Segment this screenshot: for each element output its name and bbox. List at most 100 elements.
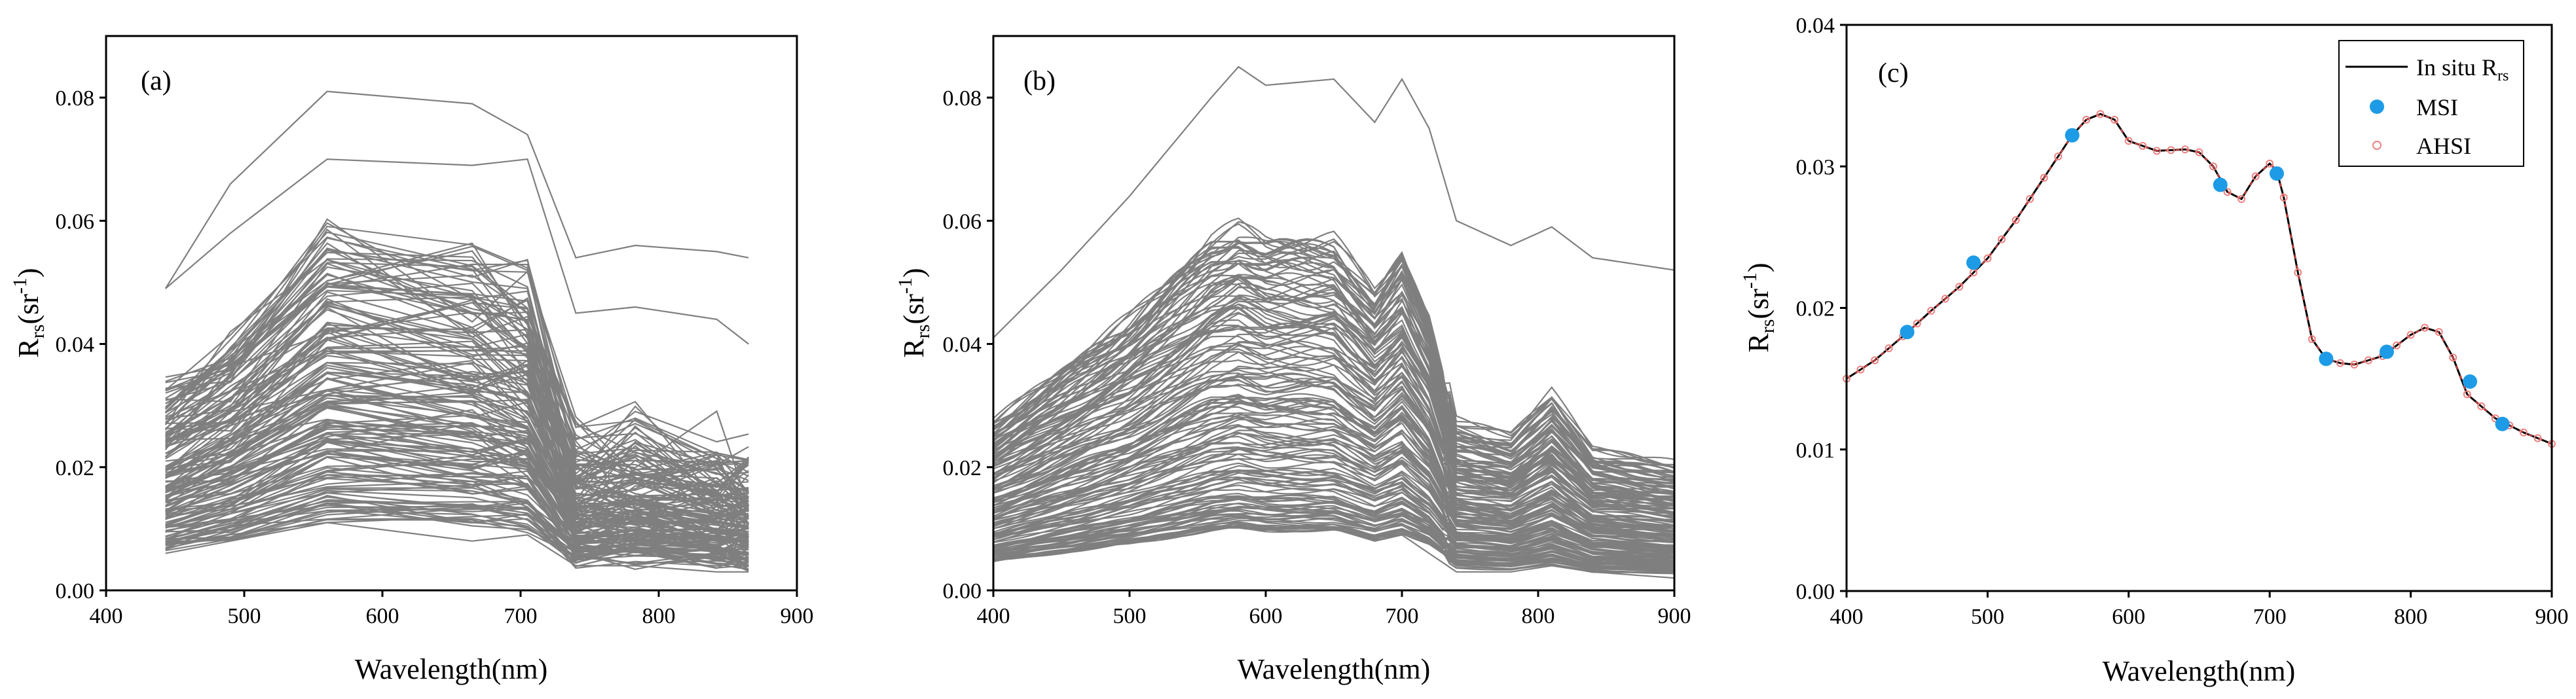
ahsi-point: [2266, 159, 2274, 168]
panel-c: 0.000.010.020.030.04 400 500 600 700 800 900 …: [1739, 14, 2569, 687]
panel-b-ylabel-sub: rs: [912, 325, 934, 339]
y-tick-label: 0.08: [56, 86, 95, 111]
spectrum-line: [993, 411, 1675, 543]
spectrum-line: [993, 482, 1675, 556]
panel-b-plot-frame: [992, 35, 1676, 592]
spectrum-line: [993, 283, 1675, 515]
spectrum-line: [993, 509, 1675, 571]
ahsi-point: [2167, 146, 2175, 154]
ahsi-point: [2096, 110, 2105, 118]
x-tick-label: 400: [1830, 605, 1864, 629]
ahsi-point: [2012, 216, 2020, 224]
ahsi-point: [2040, 173, 2048, 182]
ahsi-dashed-line: [1846, 113, 2552, 445]
panel-a-y-axis-title: Rrs(sr-1): [9, 268, 48, 357]
ahsi-point: [1955, 283, 1964, 291]
spectrum-line: [165, 322, 750, 530]
spectrum-line: [165, 375, 749, 533]
y-tick-label: 0.02: [1796, 297, 1835, 321]
spectrum-line: [993, 494, 1675, 569]
spectrum-line: [993, 518, 1674, 562]
y-tick-label: 0.06: [56, 209, 95, 234]
x-tick-label: 700: [1386, 604, 1419, 628]
panel-b-label: (b): [1023, 66, 1056, 96]
spectrum-line: [993, 298, 1675, 518]
msi-point: [2319, 351, 2334, 367]
y-tick-label: 0.00: [56, 579, 95, 603]
spectrum-line: [993, 313, 1675, 520]
panel-c-legend: In situ Rrs MSI AHSI: [2338, 40, 2524, 167]
y-tick-label: 0.02: [943, 456, 982, 480]
spectrum-line: [993, 325, 1675, 520]
spectrum-line: [993, 415, 1675, 548]
spectrum-line: [993, 414, 1675, 548]
spectrum-line: [993, 296, 1675, 473]
spectrum-line: [164, 249, 750, 493]
spectrum-line: [993, 341, 1674, 510]
msi-point: [1900, 325, 1915, 340]
spectrum-line: [164, 90, 749, 289]
spectrum-line: [993, 502, 1675, 558]
ahsi-point: [2223, 188, 2232, 196]
ahsi-point: [2124, 137, 2133, 145]
spectrum-line: [164, 263, 749, 459]
spectrum-line: [165, 450, 749, 528]
ahsi-point: [2279, 193, 2288, 202]
msi-point: [2380, 344, 2394, 359]
spectrum-line: [164, 304, 749, 509]
legend-ahsi-label: AHSI: [2416, 133, 2471, 159]
spectrum-line: [165, 433, 749, 562]
legend-in-situ-text: In situ R: [2416, 54, 2497, 81]
x-tick-label: 400: [90, 604, 123, 628]
spectrum-line: [993, 308, 1675, 492]
spectrum-line: [993, 257, 1675, 478]
x-tick-label: 500: [228, 604, 261, 628]
y-tick-label: 0.00: [1796, 580, 1835, 604]
spectrum-line: [164, 158, 749, 345]
panel-a-x-axis-title: Wavelength(nm): [355, 653, 548, 685]
spectrum-line: [165, 312, 749, 520]
x-tick-label: 800: [1522, 604, 1555, 628]
spectrum-line: [165, 433, 749, 555]
spectrum-line: [993, 217, 1675, 481]
ahsi-point: [1927, 306, 1936, 315]
x-tick-label: 400: [977, 604, 1010, 628]
y-tick-label: 0.00: [943, 579, 982, 603]
legend-msi-swatch: [2370, 99, 2384, 114]
spectrum-line: [993, 372, 1675, 522]
spectrum-line: [993, 239, 1675, 460]
panel-b-x-axis-title: Wavelength(nm): [1238, 653, 1431, 685]
spectrum-line: [165, 305, 749, 524]
ahsi-point: [1983, 254, 1992, 262]
panel-a-label: (a): [141, 66, 172, 96]
panel-a-y-ticks: 0.00 0.02 0.04 0.06 0.08: [56, 86, 106, 603]
spectrum-line: [165, 505, 749, 561]
spectrum-line: [993, 272, 1675, 468]
ahsi-point: [2237, 195, 2246, 203]
x-tick-label: 500: [1971, 605, 2004, 629]
spectrum-line: [993, 525, 1675, 575]
spectrum-line: [165, 286, 749, 484]
spectrum-line: [164, 236, 749, 474]
ahsi-point: [1913, 319, 1921, 328]
y-tick-label: 0.02: [56, 456, 95, 480]
legend-box: [2338, 40, 2524, 167]
msi-point: [2270, 166, 2284, 181]
spectrum-line: [165, 327, 749, 516]
spectrum-line: [993, 397, 1675, 516]
spectrum-line: [165, 503, 749, 570]
spectrum-line: [993, 243, 1675, 490]
panel-c-ylabel-unit-open: (sr: [1742, 289, 1775, 319]
spectrum-line: [165, 522, 749, 573]
spectrum-line: [165, 467, 749, 554]
panel-b-ylabel-base: R: [898, 338, 930, 358]
spectrum-line: [993, 469, 1674, 559]
legend-msi-label: MSI: [2416, 94, 2458, 120]
spectrum-line: [993, 440, 1675, 535]
msi-point: [2065, 128, 2080, 143]
ahsi-point: [2082, 115, 2091, 124]
legend-in-situ-label: In situ Rrs: [2416, 54, 2509, 84]
spectrum-line: [165, 359, 749, 517]
spectrum-line: [993, 401, 1675, 528]
